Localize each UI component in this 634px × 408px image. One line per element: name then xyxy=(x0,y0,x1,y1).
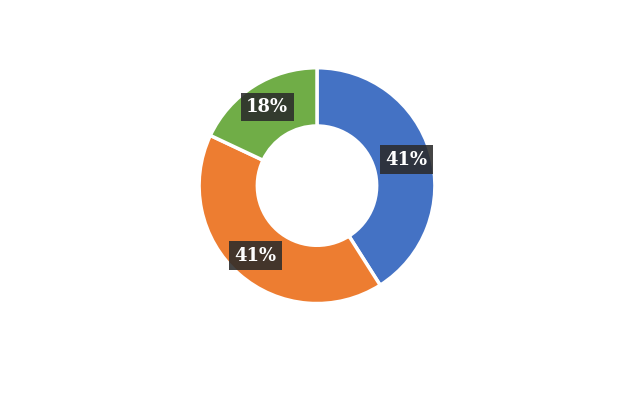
Wedge shape xyxy=(210,68,317,160)
Wedge shape xyxy=(317,68,435,285)
Wedge shape xyxy=(199,135,380,304)
Text: 41%: 41% xyxy=(235,246,276,264)
Text: 41%: 41% xyxy=(385,151,427,169)
Text: 18%: 18% xyxy=(246,98,288,116)
